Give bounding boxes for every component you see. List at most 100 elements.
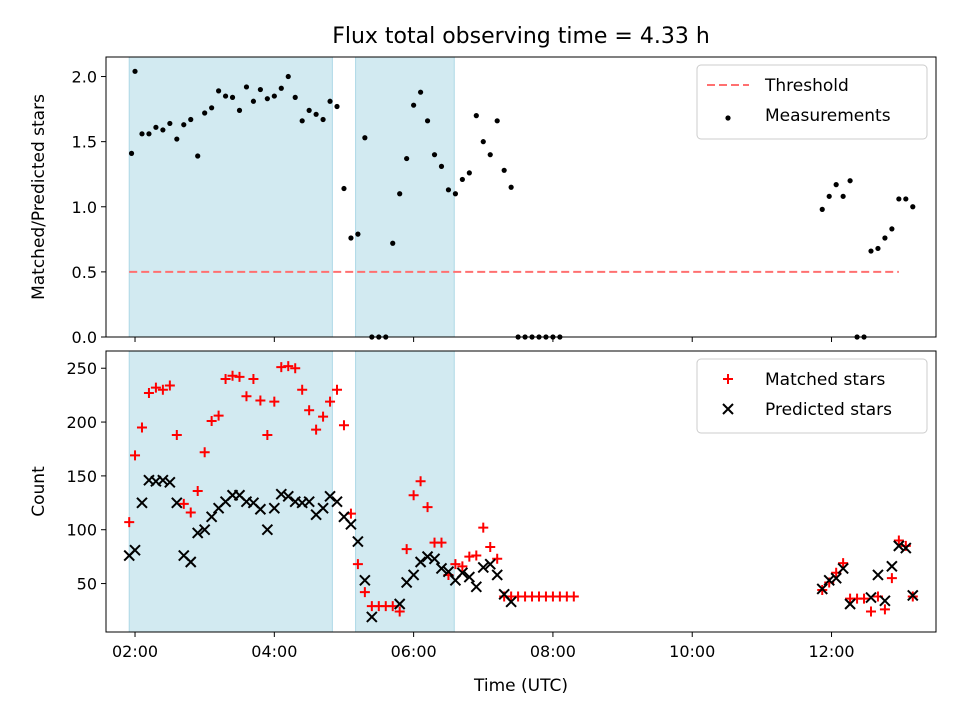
observing-span <box>355 350 455 633</box>
y-axis-label: Count <box>29 466 49 517</box>
measurement-point <box>292 94 298 100</box>
matched-star-point <box>178 498 189 509</box>
predicted-star-point <box>164 476 176 489</box>
legend-measurement-swatch <box>725 115 731 121</box>
predicted-star-point <box>893 540 905 552</box>
predicted-star-point <box>129 544 141 556</box>
x-tick-label: 08:00 <box>530 642 576 661</box>
measurement-point <box>501 167 507 173</box>
matched-star-point <box>192 485 203 496</box>
predicted-star-point <box>317 502 329 514</box>
measurement-point <box>299 118 305 124</box>
matched-star-point <box>124 517 135 528</box>
matched-star-point <box>164 380 175 391</box>
measurement-point <box>431 152 438 158</box>
matched-star-point <box>220 373 231 384</box>
measurement-point <box>882 235 888 241</box>
predicted-star-point <box>900 542 912 554</box>
measurement-point <box>139 131 145 137</box>
matched-star-point <box>471 550 482 561</box>
predicted-star-point <box>366 611 378 623</box>
predicted-star-point <box>254 503 267 515</box>
measurement-point <box>327 98 333 104</box>
measurement-point <box>257 86 263 93</box>
observing-span <box>128 56 333 338</box>
observing-span <box>128 350 333 633</box>
measurement-point <box>480 139 486 145</box>
matched-star-point <box>304 405 315 416</box>
predicted-star-point <box>844 598 856 610</box>
measurement-point <box>209 105 215 111</box>
predicted-star-point <box>198 524 211 536</box>
matched-star-point <box>297 384 308 395</box>
x-tick-label: 10:00 <box>669 642 715 661</box>
matched-star-point <box>893 535 904 546</box>
predicted-star-point <box>872 569 884 581</box>
matched-star-point <box>865 606 876 617</box>
predicted-star-point <box>442 566 455 578</box>
y-tick-label: 200 <box>66 413 97 432</box>
matched-star-point <box>485 541 496 552</box>
x-axis-label: Time (UTC) <box>473 676 568 696</box>
y-axis-label: Matched/Predicted stars <box>29 94 49 300</box>
measurement-point <box>826 193 832 199</box>
measurement-point <box>146 131 152 137</box>
matched-star-point <box>879 604 890 615</box>
measurement-point <box>847 178 853 184</box>
matched-star-point <box>241 391 252 402</box>
measurement-point <box>153 124 159 130</box>
predicted-star-point <box>359 574 371 587</box>
predicted-star-point <box>171 497 183 509</box>
predicted-star-point <box>463 571 476 583</box>
x-tick-label: 02:00 <box>112 642 158 661</box>
measurement-point <box>264 96 270 102</box>
matched-star-point <box>352 559 363 570</box>
legend-box <box>696 64 928 140</box>
matched-star-point <box>255 395 266 406</box>
observing-span <box>355 56 455 338</box>
predicted-star-point <box>837 562 849 575</box>
predicted-star-point <box>428 553 441 565</box>
measurement-point <box>452 191 459 197</box>
predicted-star-point <box>261 524 274 536</box>
measurement-point <box>896 196 902 202</box>
matched-star-point <box>436 537 447 548</box>
y-tick-label: 0.5 <box>72 263 97 282</box>
predicted-star-point <box>865 591 877 604</box>
measurement-point <box>833 182 839 188</box>
predicted-star-point <box>268 502 281 514</box>
measurement-point <box>341 185 347 192</box>
measurement-point <box>174 136 180 142</box>
measurement-point <box>160 127 166 133</box>
measurement-point <box>216 88 222 94</box>
axes-frame <box>105 56 937 338</box>
matched-star-point <box>213 410 224 421</box>
measurement-point <box>508 184 514 190</box>
legend-label: Matched stars <box>765 370 885 390</box>
matched-star-point <box>387 601 398 612</box>
matched-star-point <box>408 490 419 501</box>
predicted-star-point <box>879 595 891 607</box>
measurement-point <box>445 187 452 193</box>
matched-star-point <box>332 384 343 395</box>
legend-label: Predicted stars <box>765 400 892 420</box>
matched-star-point <box>150 382 161 393</box>
measurement-point <box>313 111 319 117</box>
matched-star-point <box>276 362 287 373</box>
matched-star-point <box>136 422 147 433</box>
predicted-star-point <box>331 496 343 508</box>
measurement-point <box>334 103 340 110</box>
matched-star-point <box>283 361 294 372</box>
matched-star-point <box>185 507 196 518</box>
measurement-point <box>910 204 916 210</box>
matched-star-point <box>269 396 280 407</box>
x-tick-label: 04:00 <box>251 642 297 661</box>
measurement-point <box>903 196 909 202</box>
measurement-point <box>411 102 417 108</box>
predicted-star-point <box>185 556 197 568</box>
predicted-star-point <box>470 581 483 593</box>
measurement-point <box>466 170 472 176</box>
predicted-star-point <box>303 496 315 508</box>
predicted-star-point <box>157 474 169 486</box>
